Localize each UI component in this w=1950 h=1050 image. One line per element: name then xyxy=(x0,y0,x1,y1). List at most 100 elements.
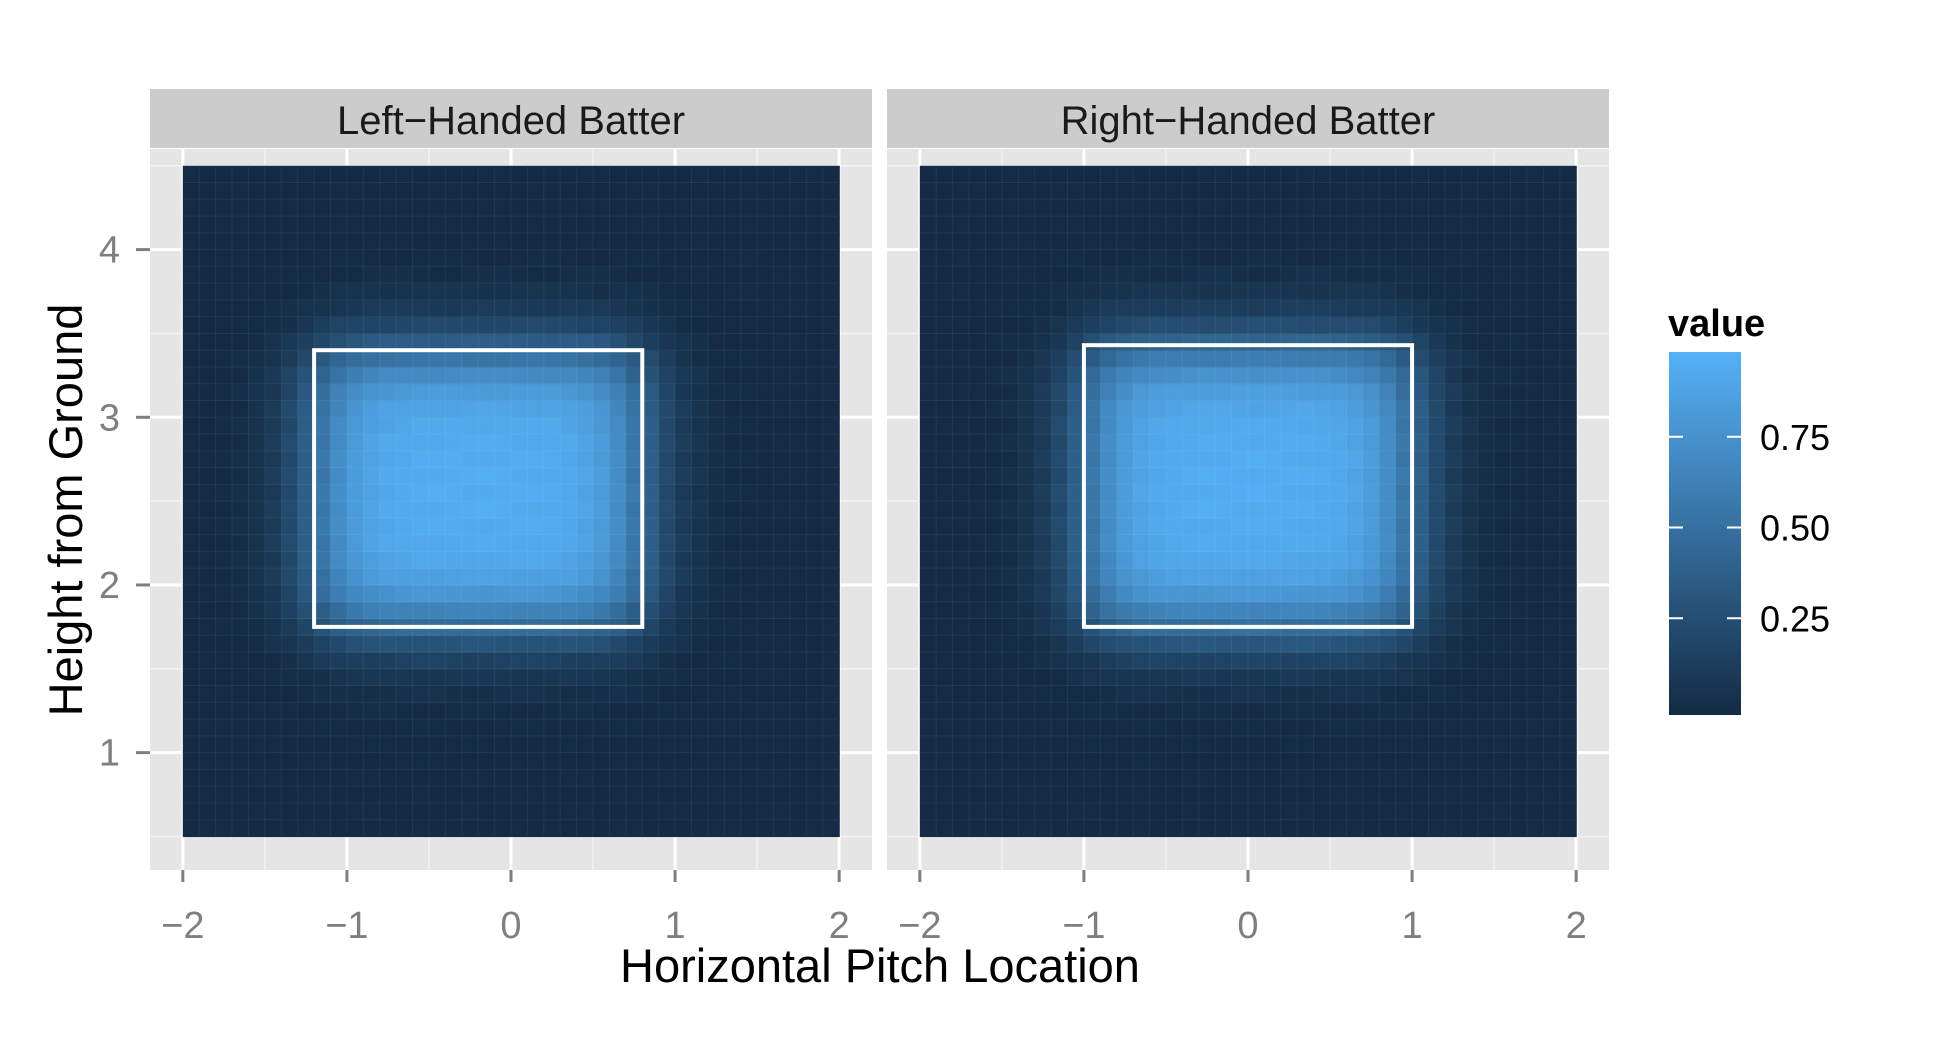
heatmap-tile xyxy=(1198,450,1216,469)
heatmap-tile xyxy=(952,786,970,804)
heatmap-tile xyxy=(1198,551,1216,569)
heatmap-tile xyxy=(757,316,775,335)
heatmap-tile xyxy=(1248,350,1266,368)
heatmap-tile xyxy=(919,568,937,586)
heatmap-tile xyxy=(1264,417,1282,435)
heatmap-tile xyxy=(511,735,529,754)
heatmap-tile xyxy=(1116,685,1134,703)
heatmap-tile xyxy=(789,266,807,284)
heatmap-tile xyxy=(1018,467,1036,485)
heatmap-tile xyxy=(297,618,315,636)
heatmap-tile xyxy=(1297,165,1315,184)
heatmap-tile xyxy=(675,216,693,234)
heatmap-tile xyxy=(1100,299,1118,318)
heatmap-tile xyxy=(215,601,233,620)
heatmap-tile xyxy=(363,299,381,318)
heatmap-tile xyxy=(593,735,611,754)
heatmap-tile xyxy=(806,467,824,485)
heatmap-tile xyxy=(314,333,332,351)
heatmap-tile xyxy=(1543,735,1561,754)
heatmap-tile xyxy=(1100,568,1118,586)
heatmap-tile xyxy=(379,635,397,653)
heatmap-tile xyxy=(675,501,693,519)
heatmap-tile xyxy=(1297,450,1315,469)
heatmap-tile xyxy=(1461,584,1479,603)
heatmap-tile xyxy=(1477,719,1495,737)
heatmap-tile xyxy=(724,249,742,267)
heatmap-tile xyxy=(396,769,414,787)
heatmap-tile xyxy=(707,484,725,502)
heatmap-tile xyxy=(773,266,791,284)
heatmap-tile xyxy=(314,635,332,653)
heatmap-tile xyxy=(707,719,725,737)
heatmap-tile xyxy=(461,199,479,217)
heatmap-tile xyxy=(248,635,266,653)
heatmap-tile xyxy=(1526,551,1544,569)
heatmap-tile xyxy=(527,601,545,620)
heatmap-tile xyxy=(248,568,266,586)
heatmap-tile xyxy=(1494,484,1512,502)
heatmap-tile xyxy=(1264,568,1282,586)
heatmap-tile xyxy=(1083,668,1101,687)
heatmap-tile xyxy=(1116,165,1134,184)
heatmap-tile xyxy=(658,517,676,536)
strip-background xyxy=(150,89,872,148)
heatmap-tile xyxy=(1215,635,1233,653)
heatmap-tile xyxy=(1133,400,1151,418)
heatmap-tile xyxy=(1149,299,1167,318)
heatmap-tile xyxy=(789,584,807,603)
heatmap-tile xyxy=(1280,434,1298,452)
heatmap-tile xyxy=(1215,366,1233,385)
heatmap-tile xyxy=(691,568,709,586)
heatmap-tile xyxy=(576,685,594,703)
heatmap-tile xyxy=(1313,400,1331,418)
heatmap-tile xyxy=(215,383,233,402)
heatmap-tile xyxy=(494,719,512,737)
heatmap-tile xyxy=(1412,467,1430,485)
heatmap-tile xyxy=(707,769,725,787)
heatmap-tile xyxy=(1346,568,1364,586)
heatmap-tile xyxy=(1428,366,1446,385)
heatmap-tile xyxy=(1051,266,1069,284)
heatmap-tile xyxy=(182,467,200,485)
heatmap-tile xyxy=(1231,719,1249,737)
heatmap-tile xyxy=(724,182,742,200)
heatmap-tile xyxy=(1313,249,1331,267)
heatmap-tile xyxy=(396,299,414,318)
heatmap-tile xyxy=(707,232,725,251)
heatmap-tile xyxy=(543,635,561,653)
heatmap-tile xyxy=(691,350,709,368)
heatmap-tile xyxy=(281,299,299,318)
heatmap-tile xyxy=(691,668,709,687)
heatmap-tile xyxy=(1510,802,1528,821)
heatmap-tile xyxy=(969,333,987,351)
heatmap-tile xyxy=(215,283,233,301)
heatmap-tile xyxy=(182,484,200,502)
heatmap-tile xyxy=(757,517,775,536)
heatmap-tile xyxy=(281,467,299,485)
heatmap-tile xyxy=(461,216,479,234)
heatmap-tile xyxy=(1461,450,1479,469)
heatmap-tile xyxy=(1477,668,1495,687)
heatmap-tile xyxy=(1264,199,1282,217)
heatmap-tile xyxy=(593,702,611,720)
heatmap-tile xyxy=(740,299,758,318)
heatmap-tile xyxy=(1264,249,1282,267)
heatmap-tile xyxy=(412,249,430,267)
heatmap-tile xyxy=(396,551,414,569)
heatmap-tile xyxy=(1379,434,1397,452)
heatmap-tile xyxy=(625,467,643,485)
heatmap-tile xyxy=(1526,517,1544,536)
heatmap-tile xyxy=(1412,366,1430,385)
heatmap-tile xyxy=(543,333,561,351)
heatmap-tile xyxy=(1461,769,1479,787)
heatmap-tile xyxy=(773,685,791,703)
heatmap-tile xyxy=(1395,232,1413,251)
heatmap-tile xyxy=(1428,685,1446,703)
heatmap-tile xyxy=(1034,232,1052,251)
heatmap-tile xyxy=(740,199,758,217)
heatmap-tile xyxy=(511,299,529,318)
heatmap-tile xyxy=(1362,635,1380,653)
heatmap-tile xyxy=(264,501,282,519)
heatmap-tile xyxy=(1034,450,1052,469)
